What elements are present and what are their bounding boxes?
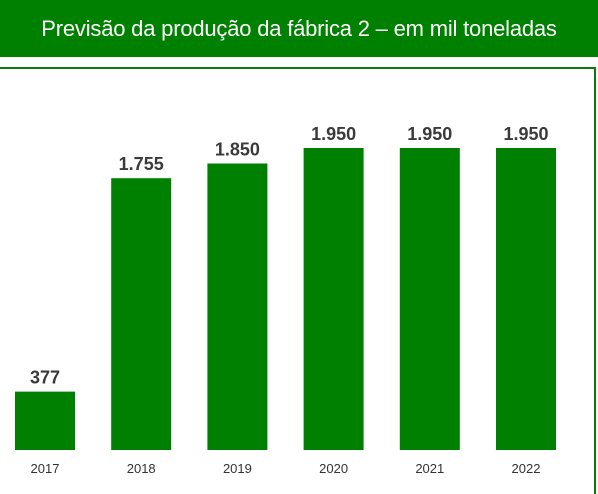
bar-2021 [399, 148, 460, 450]
bar-2019 [207, 163, 268, 450]
value-label-2018: 1.755 [119, 154, 164, 174]
value-label-2017: 377 [30, 368, 60, 388]
bar-2022 [496, 148, 556, 450]
value-label-2021: 1.950 [407, 124, 452, 144]
bar-2017 [15, 391, 75, 450]
category-label-2021: 2021 [415, 461, 444, 476]
category-label-2017: 2017 [31, 461, 60, 476]
value-label-2019: 1.850 [215, 139, 260, 159]
category-label-2019: 2019 [223, 461, 252, 476]
value-label-2022: 1.950 [503, 124, 548, 144]
chart-frame [0, 67, 596, 494]
chart-title: Previsão da produção da fábrica 2 – em m… [41, 15, 557, 41]
category-label-2018: 2018 [127, 461, 156, 476]
bar-2018 [111, 178, 172, 450]
value-label-2020: 1.950 [311, 124, 356, 144]
category-label-2020: 2020 [319, 461, 348, 476]
chart-header: Previsão da produção da fábrica 2 – em m… [0, 0, 598, 57]
bar-2020 [303, 148, 364, 450]
category-label-2022: 2022 [512, 461, 541, 476]
